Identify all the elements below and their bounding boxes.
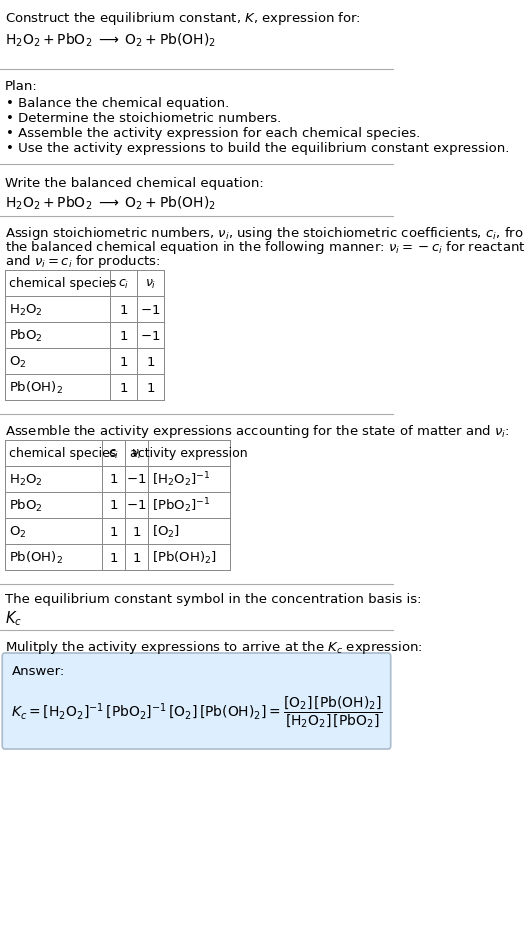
Text: and $\nu_i = c_i$ for products:: and $\nu_i = c_i$ for products: <box>5 252 160 269</box>
Text: $-1$: $-1$ <box>126 499 146 512</box>
Text: $\mathrm{O_2}$: $\mathrm{O_2}$ <box>9 354 27 369</box>
Text: Mulitply the activity expressions to arrive at the $K_c$ expression:: Mulitply the activity expressions to arr… <box>5 639 422 655</box>
Text: $\mathrm{H_2O_2}$: $\mathrm{H_2O_2}$ <box>9 302 43 317</box>
Text: 1: 1 <box>119 303 128 316</box>
Text: the balanced chemical equation in the following manner: $\nu_i = -c_i$ for react: the balanced chemical equation in the fo… <box>5 239 524 256</box>
Text: $K_c = [\mathrm{H_2O_2}]^{-1}\,[\mathrm{PbO_2}]^{-1}\,[\mathrm{O_2}]\,[\mathrm{P: $K_c = [\mathrm{H_2O_2}]^{-1}\,[\mathrm{… <box>10 694 383 729</box>
Text: • Use the activity expressions to build the equilibrium constant expression.: • Use the activity expressions to build … <box>6 142 509 155</box>
Text: Assemble the activity expressions accounting for the state of matter and $\nu_i$: Assemble the activity expressions accoun… <box>5 423 509 440</box>
Text: $\mathrm{H_2O_2 + PbO_2 \;\longrightarrow\; O_2 + Pb(OH)_2}$: $\mathrm{H_2O_2 + PbO_2 \;\longrightarro… <box>5 195 215 212</box>
Text: $K_c$: $K_c$ <box>5 608 21 627</box>
Text: $\nu_i$: $\nu_i$ <box>145 277 156 290</box>
Text: 1: 1 <box>119 381 128 394</box>
Text: 1: 1 <box>119 329 128 342</box>
Text: $\mathrm{O_2}$: $\mathrm{O_2}$ <box>9 524 27 539</box>
Text: $c_i$: $c_i$ <box>118 277 129 290</box>
Text: 1: 1 <box>119 355 128 368</box>
Text: $\mathrm{Pb(OH)_2}$: $\mathrm{Pb(OH)_2}$ <box>9 549 63 565</box>
FancyBboxPatch shape <box>2 653 391 749</box>
Text: $[\mathrm{PbO_2}]^{-1}$: $[\mathrm{PbO_2}]^{-1}$ <box>152 496 211 515</box>
Text: $\mathrm{PbO_2}$: $\mathrm{PbO_2}$ <box>9 498 43 513</box>
Text: The equilibrium constant symbol in the concentration basis is:: The equilibrium constant symbol in the c… <box>5 592 421 605</box>
Text: $1$: $1$ <box>146 355 155 368</box>
Text: $\mathrm{H_2O_2}$: $\mathrm{H_2O_2}$ <box>9 472 43 487</box>
Text: chemical species: chemical species <box>9 277 116 290</box>
Text: • Balance the chemical equation.: • Balance the chemical equation. <box>6 97 230 109</box>
Text: Plan:: Plan: <box>5 80 37 93</box>
Text: $-1$: $-1$ <box>140 303 161 316</box>
Text: 1: 1 <box>110 525 118 538</box>
Text: $-1$: $-1$ <box>126 473 146 486</box>
Text: • Assemble the activity expression for each chemical species.: • Assemble the activity expression for e… <box>6 127 420 140</box>
Text: 1: 1 <box>110 499 118 512</box>
Text: activity expression: activity expression <box>130 447 248 460</box>
Text: $1$: $1$ <box>132 525 141 538</box>
Text: $c_i$: $c_i$ <box>108 447 119 460</box>
Text: $-1$: $-1$ <box>140 329 161 342</box>
Text: $[\mathrm{O_2}]$: $[\mathrm{O_2}]$ <box>152 524 180 540</box>
Text: Assign stoichiometric numbers, $\nu_i$, using the stoichiometric coefficients, $: Assign stoichiometric numbers, $\nu_i$, … <box>5 225 524 242</box>
Text: $1$: $1$ <box>146 381 155 394</box>
Text: $\mathrm{H_2O_2 + PbO_2 \;\longrightarrow\; O_2 + Pb(OH)_2}$: $\mathrm{H_2O_2 + PbO_2 \;\longrightarro… <box>5 32 215 50</box>
Text: • Determine the stoichiometric numbers.: • Determine the stoichiometric numbers. <box>6 112 281 125</box>
Text: $\mathrm{Pb(OH)_2}$: $\mathrm{Pb(OH)_2}$ <box>9 380 63 396</box>
Text: $1$: $1$ <box>132 551 141 564</box>
Text: Write the balanced chemical equation:: Write the balanced chemical equation: <box>5 177 263 189</box>
Text: 1: 1 <box>110 551 118 564</box>
Text: Answer:: Answer: <box>12 664 66 677</box>
Text: $[\mathrm{H_2O_2}]^{-1}$: $[\mathrm{H_2O_2}]^{-1}$ <box>152 470 211 488</box>
Text: $\mathrm{PbO_2}$: $\mathrm{PbO_2}$ <box>9 327 43 344</box>
Text: Construct the equilibrium constant, $K$, expression for:: Construct the equilibrium constant, $K$,… <box>5 10 361 27</box>
Text: $[\mathrm{Pb(OH)_2}]$: $[\mathrm{Pb(OH)_2}]$ <box>152 549 217 565</box>
Text: chemical species: chemical species <box>9 447 116 460</box>
Text: 1: 1 <box>110 473 118 486</box>
Text: $\nu_i$: $\nu_i$ <box>130 447 142 460</box>
